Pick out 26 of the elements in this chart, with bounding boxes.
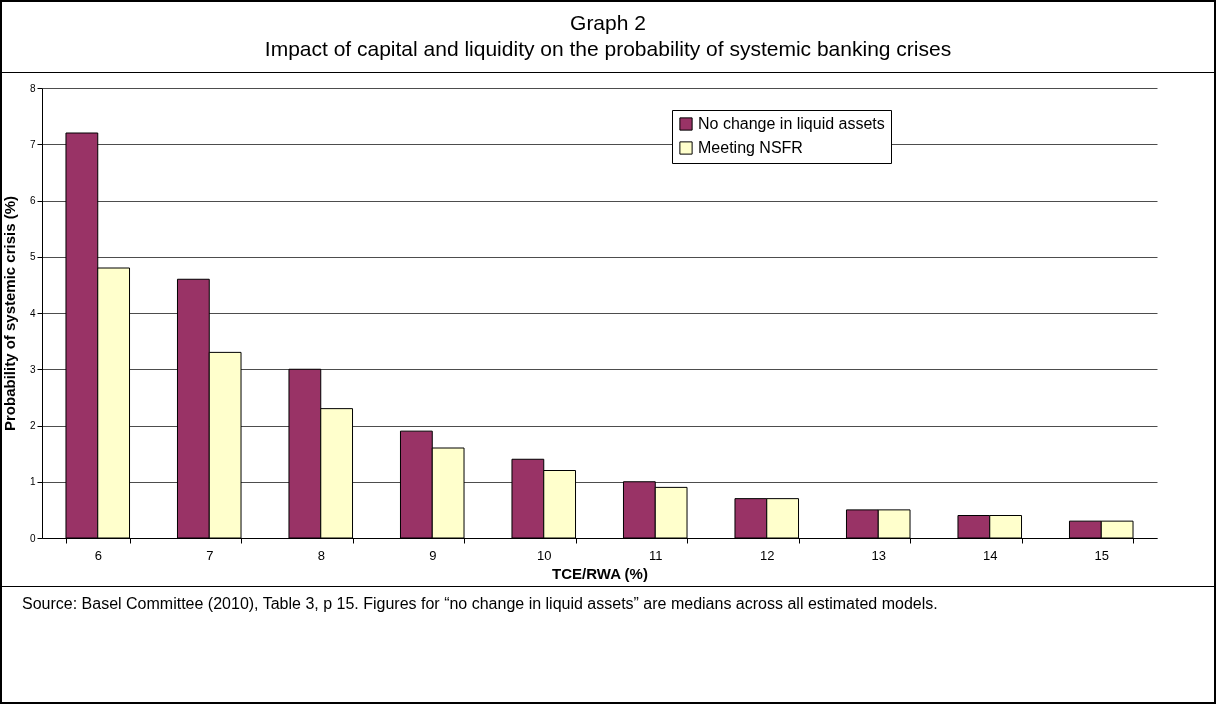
- legend-label: Meeting NSFR: [698, 139, 803, 156]
- y-tick-label: 1: [29, 476, 36, 488]
- chart-subtitle: Impact of capital and liquidity on the probability of systemic banking crises: [263, 36, 953, 62]
- x-axis-title: TCE/RWA (%): [552, 564, 648, 582]
- x-tick-label: 13: [871, 547, 886, 563]
- y-tick-label: 8: [29, 82, 36, 94]
- x-tick-label: 14: [983, 547, 998, 563]
- legend-label: No change in liquid assets: [698, 115, 885, 132]
- y-tick-label: 5: [29, 251, 36, 263]
- x-tick-label: 6: [94, 547, 102, 563]
- y-axis-title: Probability of systemic crisis (%): [0, 195, 18, 432]
- x-tick-label: 15: [1094, 547, 1109, 563]
- x-tick-label: 7: [206, 547, 214, 563]
- y-tick-label: 0: [29, 532, 36, 544]
- y-tick-label: 3: [29, 363, 36, 375]
- y-tick-label: 7: [29, 138, 36, 150]
- x-tick-label: 9: [429, 547, 437, 563]
- x-tick-label: 10: [537, 547, 552, 563]
- x-tick-label: 8: [317, 547, 325, 563]
- y-tick-label: 2: [29, 420, 36, 431]
- x-tick-label: 12: [760, 547, 775, 563]
- y-tick-label: 6: [29, 195, 36, 206]
- y-tick-label: 4: [29, 307, 36, 319]
- chart-title: Graph 2: [569, 10, 647, 36]
- source-note: Source: Basel Committee (2010), Table 3, p 15. Figures for “no change in liquid assets” are medians across all estimated models.: [2, 586, 1214, 613]
- x-tick-label: 11: [649, 547, 663, 563]
